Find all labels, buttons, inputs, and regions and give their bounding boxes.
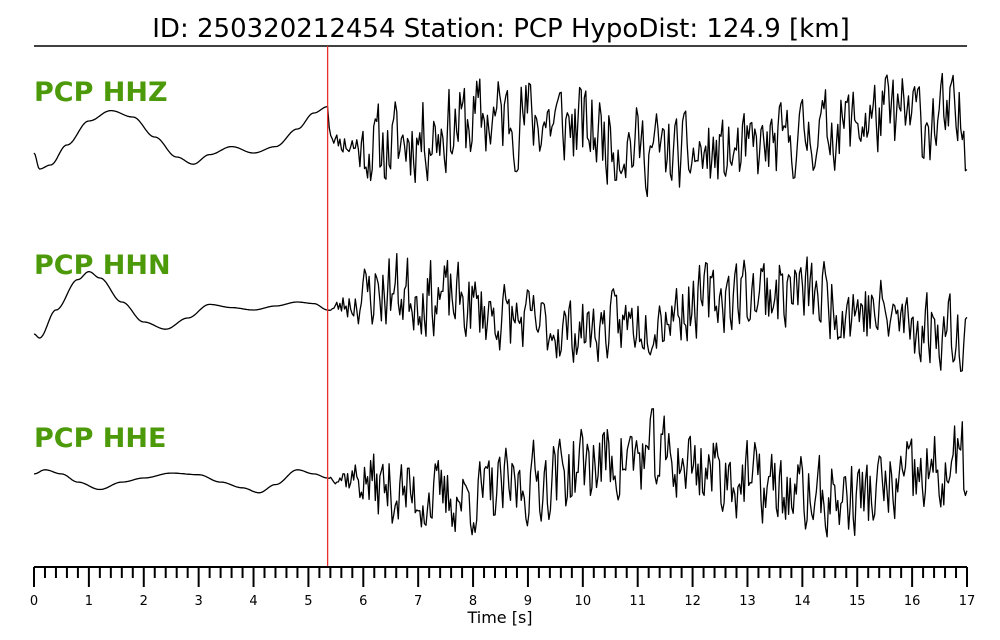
x-tick-label: 8 (469, 594, 477, 609)
trace-label-pcp-hhe: PCP HHE (34, 423, 166, 454)
x-tick-label: 15 (849, 594, 866, 609)
x-tick-label: 11 (629, 594, 646, 609)
x-tick-label: 14 (794, 594, 811, 609)
x-tick-label: 9 (524, 594, 532, 609)
trace-labels-group: PCP HHZ PCP HHN PCP HHE (34, 77, 171, 454)
trace-pcp-hhe (33, 408, 968, 538)
x-tick-label: 2 (140, 594, 148, 609)
x-tick-label: 13 (739, 594, 756, 609)
x-tick-label: 7 (414, 594, 422, 609)
x-tick-label: 1 (85, 594, 93, 609)
x-tick-label: 3 (195, 594, 203, 609)
trace-pcp-hhn (33, 252, 968, 373)
x-tick-label: 6 (359, 594, 367, 609)
chart-title: ID: 250320212454 Station: PCP HypoDist: … (152, 14, 849, 44)
traces-group (33, 72, 968, 538)
x-tick-label: 10 (575, 594, 592, 609)
trace-label-pcp-hhn: PCP HHN (34, 250, 171, 281)
x-tick-label: 0 (30, 594, 38, 609)
x-tick-label: 16 (904, 594, 921, 609)
trace-pcp-hhz (33, 72, 968, 198)
x-axis: 0 1 2 3 4 5 6 7 8 9 10 11 12 13 14 15 16 17 (30, 566, 976, 609)
x-tick-label: 5 (304, 594, 312, 609)
trace-label-pcp-hhz: PCP HHZ (34, 77, 168, 108)
x-axis-label: Time [s] (466, 608, 532, 627)
x-tick-label: 12 (684, 594, 701, 609)
x-tick-label: 17 (959, 594, 976, 609)
x-tick-label: 4 (249, 594, 257, 609)
